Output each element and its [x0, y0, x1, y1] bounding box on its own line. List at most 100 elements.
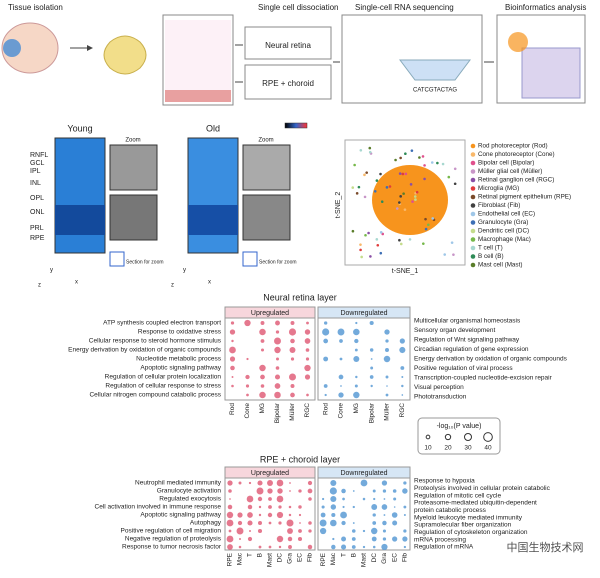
cell-label: B [257, 553, 264, 557]
connector [235, 44, 243, 83]
dot [257, 480, 263, 486]
oct-band [188, 205, 238, 235]
tsne-point [423, 177, 426, 181]
term-label: Regulation of cellular protein localizat… [105, 374, 222, 381]
tsne-point [453, 167, 457, 171]
legend-swatch [470, 143, 476, 149]
tsne-point [365, 171, 368, 174]
dot [227, 544, 233, 550]
cell-label: Mast [361, 553, 368, 567]
dot [342, 505, 345, 509]
legend-swatch [470, 220, 476, 225]
sample-label: RPE + choroid [262, 79, 314, 88]
tsne-point [421, 155, 425, 158]
term-label: Regulation of cellular response to stres… [105, 383, 221, 390]
dot [369, 375, 374, 379]
tsne-point [398, 201, 401, 204]
dot [278, 505, 282, 509]
dot [236, 527, 244, 535]
dot [246, 495, 254, 503]
dot [307, 544, 313, 550]
dot [341, 544, 347, 550]
axis-label: z [171, 283, 174, 289]
dot [372, 489, 376, 493]
dot [238, 481, 242, 485]
tsne-point [418, 156, 421, 159]
legend-label: Granulocyte (Gra) [478, 219, 528, 226]
dot [268, 521, 272, 525]
tsne-point [430, 161, 434, 164]
axis-label: y [50, 268, 53, 274]
tsne-point [353, 163, 356, 167]
term-label: Positive regulation of viral process [414, 365, 513, 372]
cell-label: RGC [399, 403, 406, 418]
plot-frame [317, 477, 411, 551]
dot [299, 522, 301, 524]
term-label: Myeloid leukocyte mediated immunity [414, 514, 523, 521]
cell-label: DC [371, 553, 378, 563]
dot [247, 512, 253, 518]
term-label: Response to oxidative stress [138, 329, 222, 336]
term-label: mRNA processing [414, 536, 466, 543]
tsne-point [351, 186, 355, 189]
dot [268, 545, 272, 549]
term-label: Response to hypoxia [414, 478, 475, 485]
term-label: Apoptotic signaling pathway [140, 365, 221, 372]
cell-label: Bipolar [274, 402, 281, 423]
tsne-point [424, 227, 428, 231]
cell-label: EC [391, 553, 398, 562]
layer-label: ONL [30, 209, 45, 216]
tsne-point [355, 192, 359, 195]
size-legend-dot [425, 434, 431, 440]
sample-box [244, 64, 332, 100]
term-label: Regulation of mitotic cell cycle [414, 492, 501, 499]
header-label: Upregulated [251, 310, 289, 317]
dot [354, 384, 358, 388]
dot [382, 489, 387, 493]
dot [391, 512, 398, 518]
dot [276, 479, 284, 487]
dot [381, 543, 388, 551]
plot-frame [224, 317, 316, 401]
term-label: Sensory organ development [414, 327, 495, 334]
dot [228, 489, 232, 493]
tsne-point [403, 208, 407, 211]
legend-swatch [470, 254, 476, 259]
dot [385, 348, 389, 352]
dot [276, 357, 279, 361]
dot [297, 536, 303, 542]
header-label: Downregulated [340, 310, 387, 317]
legend-label: B cell (B) [478, 253, 504, 260]
dot [330, 504, 337, 510]
dot [355, 375, 358, 379]
zoom-label: Zoom [125, 138, 140, 144]
dot [369, 348, 374, 352]
term-label: Phototransduction [414, 394, 467, 401]
dot [308, 521, 312, 525]
dot [237, 512, 243, 518]
dot [323, 384, 328, 388]
dot [274, 346, 281, 354]
dot [259, 391, 266, 399]
dot [386, 385, 388, 387]
dot [403, 513, 406, 517]
tsne-point [379, 231, 383, 234]
tsne-point [404, 152, 407, 156]
tsne-point [357, 185, 361, 189]
dot [352, 505, 355, 509]
dot [278, 521, 282, 525]
dot [260, 384, 265, 388]
dot [229, 329, 236, 335]
dot [230, 365, 235, 371]
header-label: Upregulated [251, 470, 289, 477]
cell-label: DC [277, 553, 284, 563]
legend-swatch [470, 203, 476, 208]
dot [393, 506, 396, 508]
dot [258, 513, 262, 517]
tsne-point [424, 217, 427, 221]
cell-label: Fib [307, 553, 314, 562]
dot [268, 505, 272, 509]
dot [305, 357, 310, 361]
axis-label: t-SNE_2 [335, 192, 342, 219]
tsne-point [385, 186, 389, 189]
